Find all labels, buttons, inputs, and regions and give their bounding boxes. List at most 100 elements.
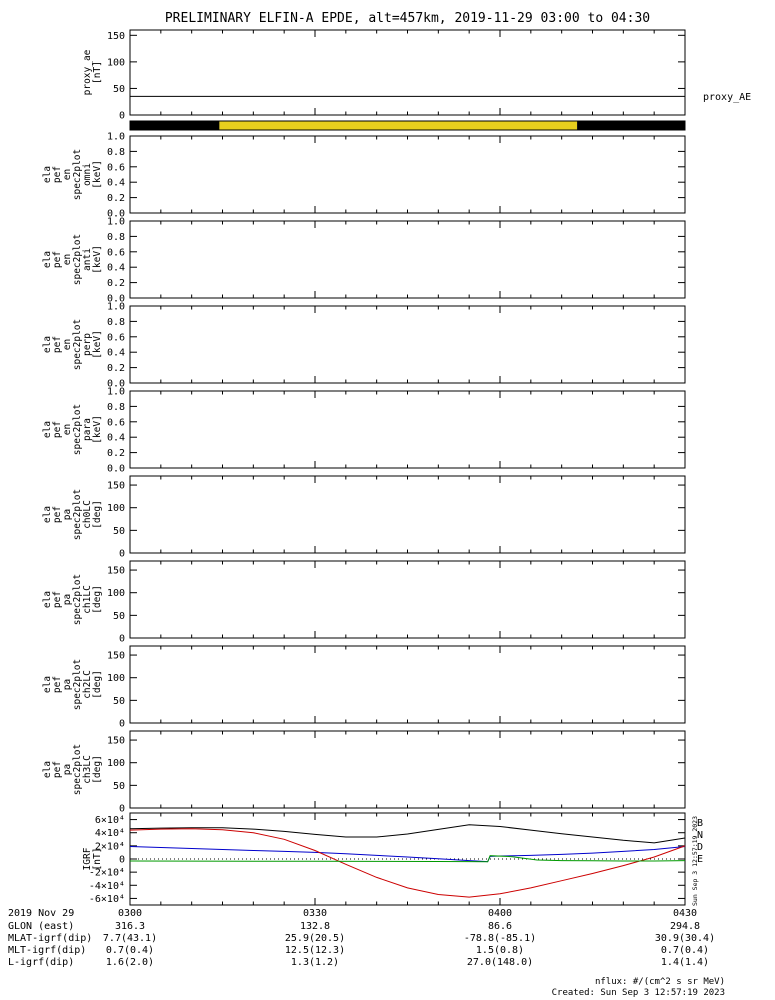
mlt-value-0: 0.7(0.4): [105, 945, 155, 956]
lshell-value-3: 1.4(1.4): [660, 957, 710, 968]
y-axis-label-line: pef: [52, 676, 63, 693]
y-tick-label: 50: [113, 526, 125, 537]
y-axis-label-line: perp: [82, 333, 93, 356]
lshell-row-label: L-igrf(dip): [8, 957, 75, 968]
y-tick-label: -6×10⁴: [89, 894, 125, 905]
glon-row-label: GLON (east): [8, 921, 75, 932]
y-tick-label: 0.2: [107, 448, 125, 459]
y-axis-label-line: pef: [52, 421, 63, 438]
series-label-N: N: [697, 830, 703, 841]
created-timestamp: Created: Sun Sep 3 12:57:19 2023: [551, 988, 725, 998]
glon-value-3: 294.8: [669, 921, 701, 932]
mode-bar-border: [129, 120, 686, 131]
y-axis-label-line: pef: [52, 591, 63, 608]
panel-proxy_ae: 0 50 100 150 proxy_ae [nT] proxy_AE: [82, 29, 751, 122]
y-axis-label-line: ela: [42, 591, 53, 608]
y-axis-label-line: spec2plot: [72, 744, 83, 795]
y-tick-label: 0: [119, 855, 125, 866]
panel-frame: [129, 560, 686, 639]
y-axis-label-line: [keV]: [92, 160, 103, 189]
y-tick-label: 1.0: [107, 302, 125, 313]
y-tick-label: 0: [119, 719, 125, 730]
time-tick-3: 0430: [672, 908, 698, 919]
mlat-value-0: 7.7(43.1): [102, 933, 158, 944]
mlt-row: MLT-igrf(dip) 0.7(0.4) 12.5(12.3) 1.5(0.…: [0, 945, 775, 957]
lshell-value-2: 27.0(148.0): [466, 957, 534, 968]
y-tick-label: 1.0: [107, 387, 125, 398]
y-axis-label-line: proxy_ae: [82, 49, 93, 95]
y-tick-label: 0.8: [107, 402, 125, 413]
y-axis-label-line: pa: [62, 594, 73, 605]
y-axis-label-line: en: [62, 169, 73, 180]
series-B: [129, 824, 686, 844]
y-tick-label: 0.0: [107, 379, 125, 390]
y-axis-label-line: [nT]: [92, 848, 103, 871]
panel-frame: [129, 730, 686, 809]
y-tick-label: 0.0: [107, 209, 125, 220]
y-tick-label: 0.4: [107, 263, 125, 274]
y-axis-label-line: pef: [52, 336, 63, 353]
date-label: 2019 Nov 29: [8, 908, 75, 919]
y-axis-label-line: ela: [42, 251, 53, 268]
time-tick-2: 0400: [487, 908, 513, 919]
time-tick-0: 0300: [117, 908, 143, 919]
y-tick-label: 0.0: [107, 294, 125, 305]
series-label-E: E: [697, 854, 703, 865]
page-title: PRELIMINARY ELFIN-A EPDE, alt=457km, 201…: [164, 11, 651, 26]
y-tick-label: 50: [113, 781, 125, 792]
y-axis-label-line: ch0LC: [82, 500, 93, 529]
y-tick-label: 100: [107, 503, 125, 514]
y-axis-label-line: ch3LC: [82, 755, 93, 784]
y-axis-label-line: ela: [42, 506, 53, 523]
mlat-value-2: -78.8(-85.1): [463, 933, 537, 944]
y-axis-label-line: ela: [42, 336, 53, 353]
mode-segment-2: [577, 121, 685, 130]
lshell-value-0: 1.6(2.0): [105, 957, 155, 968]
y-tick-label: 1.0: [107, 132, 125, 143]
y-tick-label: 150: [107, 736, 125, 747]
y-axis-label-line: pa: [62, 764, 73, 775]
y-axis-label-line: spec2plot: [72, 404, 83, 455]
mlt-row-label: MLT-igrf(dip): [8, 945, 87, 956]
y-tick-label: 0: [119, 804, 125, 815]
series-N: [129, 846, 686, 863]
panel-frame: [129, 812, 686, 906]
nflux-units-note: nflux: #/(cm^2 s sr MeV): [594, 977, 725, 987]
y-tick-label: 0.4: [107, 178, 125, 189]
panel-mode_bar: [129, 120, 686, 131]
y-tick-label: 0.8: [107, 232, 125, 243]
y-axis-label-line: [deg]: [92, 670, 103, 699]
mlt-value-1: 12.5(12.3): [284, 945, 346, 956]
y-tick-label: -4×10⁴: [89, 881, 125, 892]
y-tick-label: 6×10⁴: [95, 815, 125, 826]
panel-frame: [129, 135, 686, 214]
y-axis-label-line: en: [62, 254, 73, 265]
y-axis-label-line: omni: [82, 163, 93, 186]
y-tick-label: -2×10⁴: [89, 868, 125, 879]
panel-pa_spec_ch0lc: 0 50 100 150 ela pef pa spec2plot ch0LC [deg]: [42, 475, 686, 560]
mlt-value-3: 0.7(0.4): [660, 945, 710, 956]
mode-segment-0: [130, 121, 220, 130]
y-axis-label-line: ch2LC: [82, 670, 93, 699]
y-axis-label-line: para: [82, 418, 93, 441]
panel-en_spec_perp: 0.0 0.2 0.4 0.6 0.8 1.0 ela pef en spec2plot perp[…: [42, 302, 686, 390]
glon-row: GLON (east) 316.3 132.8 86.6 294.8: [0, 921, 775, 933]
y-axis-label-line: pa: [62, 679, 73, 690]
y-tick-label: 0.6: [107, 332, 125, 343]
panel-en_spec_omni: 0.0 0.2 0.4 0.6 0.8 1.0 ela pef en spec2plot omni[…: [42, 132, 686, 220]
y-axis-label-line: ela: [42, 421, 53, 438]
y-tick-label: 50: [113, 84, 125, 95]
glon-value-1: 132.8: [299, 921, 331, 932]
mlat-row-label: MLAT-igrf(dip): [8, 933, 93, 944]
y-tick-label: 2×10⁴: [95, 841, 125, 852]
y-tick-label: 0: [119, 634, 125, 645]
y-tick-label: 1.0: [107, 217, 125, 228]
y-tick-label: 50: [113, 611, 125, 622]
time-tick-1: 0330: [302, 908, 328, 919]
panel-pa_spec_ch3lc: 0 50 100 150 ela pef pa spec2plot ch3LC [deg]: [42, 730, 686, 815]
y-axis-label-line: ch1LC: [82, 585, 93, 614]
y-axis-label-line: pef: [52, 251, 63, 268]
y-axis-label-line: pef: [52, 506, 63, 523]
y-axis-label-line: ela: [42, 166, 53, 183]
